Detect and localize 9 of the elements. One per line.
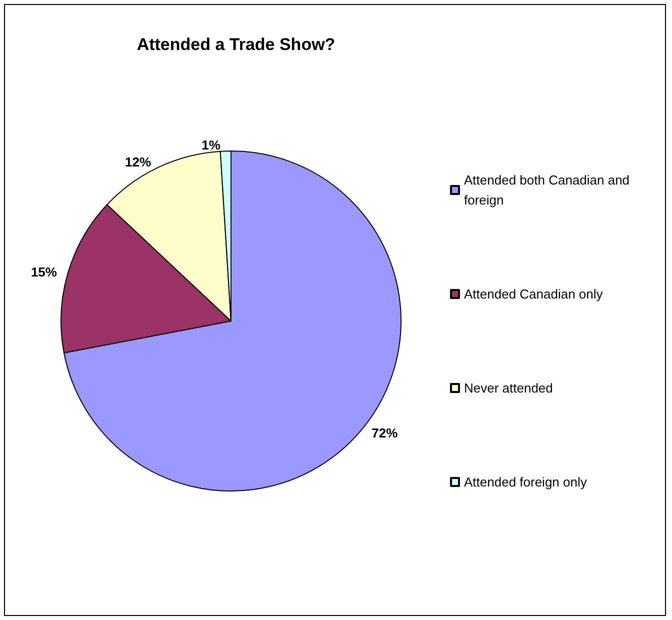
legend-label: Attended both Canadian and foreign [464, 172, 634, 208]
legend-label: Never attended [464, 380, 553, 396]
data-label: 12% [125, 154, 152, 170]
data-label: 1% [202, 138, 221, 153]
data-label: 15% [30, 264, 58, 280]
chart-title: Attended a Trade Show? [136, 35, 336, 54]
legend-label: Attended foreign only [464, 474, 588, 490]
legend-label: Attended Canadian only [464, 286, 604, 302]
data-label: 72% [372, 426, 398, 441]
